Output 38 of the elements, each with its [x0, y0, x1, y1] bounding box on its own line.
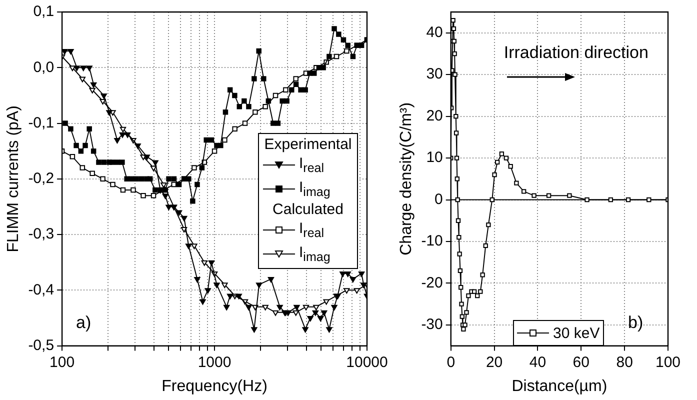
- y-tick-label: 20: [426, 107, 443, 124]
- y-tick-label: -0,3: [28, 226, 54, 243]
- y-tick-label: -0,4: [28, 281, 54, 298]
- y-tick-label: -30: [421, 316, 443, 334]
- x-tick-label: 100: [50, 354, 75, 371]
- y-tick-label: -0,2: [28, 170, 54, 188]
- legend-label: I$_{real}$: [299, 155, 324, 175]
- y-tick-label: 0,0: [33, 58, 54, 76]
- y-tick-label: 30: [426, 66, 443, 83]
- y-tick-label: 0: [434, 190, 443, 208]
- x-tick-label: 100: [655, 354, 681, 371]
- y-tick-label: -20: [421, 274, 443, 292]
- x-tick-label: 60: [572, 354, 590, 371]
- y-tick-label: 40: [426, 24, 443, 42]
- x-tick-label: 80: [616, 354, 633, 371]
- annotation: Experimental: [263, 136, 353, 153]
- x-tick-label: 40: [529, 354, 546, 371]
- x-axis-title: Frequency(Hz): [162, 378, 268, 395]
- legend-label: I$_{imag}$: [299, 179, 330, 199]
- annotation: b): [628, 312, 644, 332]
- annotation: a): [76, 312, 92, 332]
- y-tick-label: -0,5: [28, 336, 54, 354]
- legend-label: 30 keV: [553, 324, 600, 342]
- x-tick-label: 1000: [198, 354, 232, 371]
- y-axis-title: Charge density(C/m³): [398, 102, 416, 256]
- y-tick-label: -10: [421, 232, 443, 250]
- annotation: Calculated: [272, 201, 344, 218]
- y-axis-title: FLIMM currents (pA): [5, 106, 22, 252]
- x-tick-label: 0: [446, 354, 456, 371]
- y-tick-label: 10: [426, 149, 443, 166]
- y-tick-label: -0,1: [28, 114, 54, 132]
- y-tick-label: 0,1: [33, 3, 54, 20]
- legend-label: I$_{real}$: [299, 220, 324, 240]
- legend-label: I$_{imag}$: [299, 244, 330, 264]
- annotation: Irradiation direction: [504, 43, 648, 62]
- x-tick-label: 20: [486, 354, 503, 371]
- x-axis-title: Distance(µm): [512, 378, 608, 395]
- x-tick-label: 10000: [346, 354, 388, 371]
